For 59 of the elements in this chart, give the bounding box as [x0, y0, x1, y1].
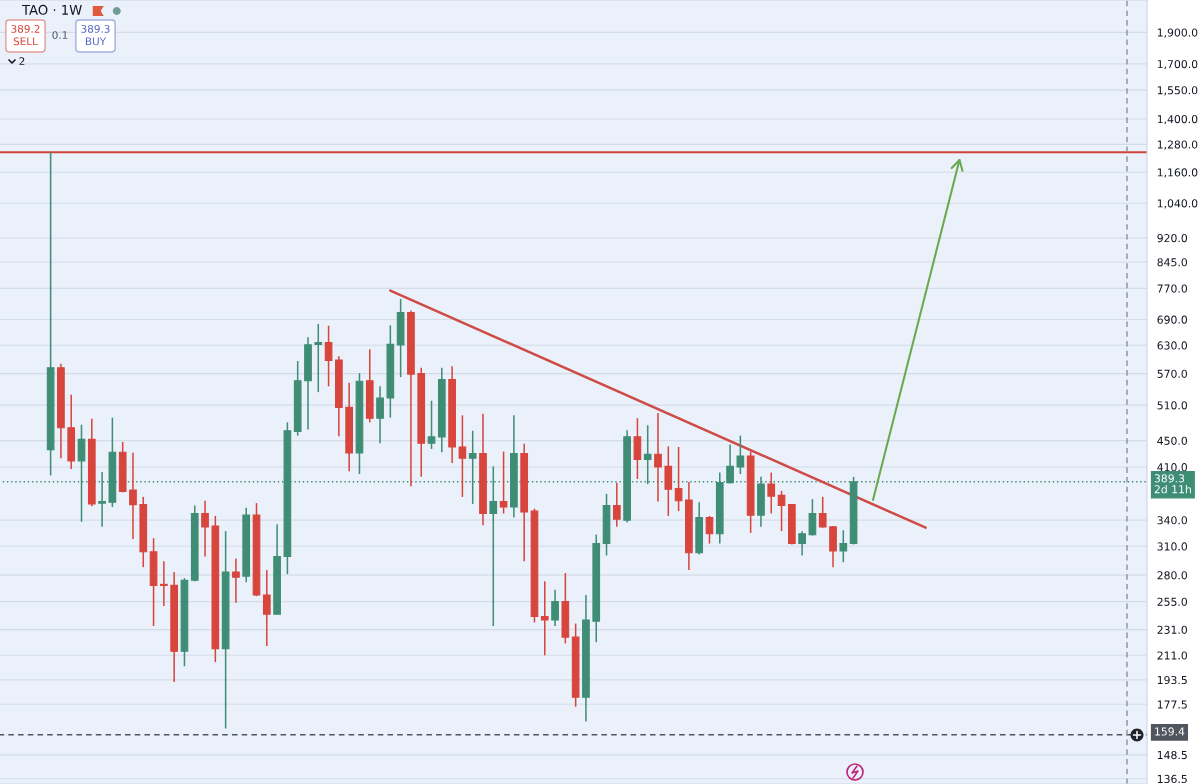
y-tick-label: 510.0: [1157, 401, 1188, 410]
candlestick: [612, 481, 621, 528]
candlestick: [808, 498, 817, 537]
candlestick: [705, 515, 714, 545]
annotation: 389.3 BUY: [81, 24, 110, 46]
y-tick-label: 280.0: [1157, 571, 1188, 580]
y-tick-label: 630.0: [1157, 341, 1188, 350]
candlestick: [232, 557, 240, 604]
y-tick-label: 1,280.0: [1157, 140, 1198, 150]
y-tick-label: 177.5: [1157, 700, 1187, 709]
candlestick: [129, 452, 137, 540]
y-tick-label: 310.0: [1157, 542, 1188, 551]
y-tick-label: 690.0: [1157, 315, 1188, 324]
candlestick: [160, 560, 168, 607]
candlestick: [201, 499, 209, 558]
y-tick-label: 920.0: [1157, 234, 1188, 243]
y-tick-label: 193.5: [1157, 675, 1187, 685]
candlestick: [427, 399, 436, 450]
candlestick: [654, 412, 662, 503]
candlestick: [551, 588, 559, 627]
annotation: 389.2 SELL: [11, 24, 40, 46]
y-tick-label: 450.0: [1157, 436, 1188, 445]
candlestick: [314, 323, 323, 393]
y-tick-label: 136.5: [1157, 774, 1187, 784]
candlestick: [839, 529, 848, 564]
annotation: 0.1: [52, 31, 68, 40]
candlestick: [767, 471, 776, 515]
candlestick: [798, 530, 806, 557]
y-tick-label: 340.0: [1157, 516, 1188, 525]
candlestick: [262, 569, 271, 647]
chart-title: TAO · 1W: [21, 4, 82, 15]
y-tick-label: 231.0: [1157, 625, 1188, 634]
y-tick-label: 570.0: [1157, 369, 1188, 378]
y-tick-label: 770.0: [1157, 284, 1188, 293]
ref-line-label: 159.4: [1155, 727, 1185, 736]
candlestick: [736, 434, 745, 475]
candlestick: [633, 417, 642, 480]
y-tick-label: 1,160.0: [1157, 168, 1198, 178]
candlestick: [777, 490, 786, 532]
candlestick: [499, 450, 508, 515]
y-tick-label: 1,040.0: [1157, 199, 1198, 209]
candlestick: [674, 446, 683, 512]
candlestick: [818, 496, 827, 529]
candlestick: [324, 324, 333, 388]
candlestick: [664, 445, 673, 517]
y-tick-label: 1,700.0: [1157, 59, 1198, 70]
annotation: 2: [19, 57, 25, 65]
y-tick-label: 1,900.0: [1157, 28, 1198, 38]
y-tick-label: 211.0: [1157, 651, 1188, 660]
candlestick: [376, 385, 384, 444]
candlestick: [458, 414, 467, 498]
y-tick-label: 410.0: [1157, 463, 1188, 472]
y-tick-label: 148.5: [1157, 750, 1187, 760]
y-tick-label: 255.0: [1157, 597, 1188, 606]
ref-line-label: 389.3 2d 11h: [1154, 474, 1191, 494]
candlestick: [540, 580, 549, 657]
y-tick-label: 1,400.0: [1157, 115, 1198, 125]
y-tick-label: 1,550.0: [1157, 86, 1198, 96]
y-tick-label: 845.0: [1157, 258, 1188, 267]
